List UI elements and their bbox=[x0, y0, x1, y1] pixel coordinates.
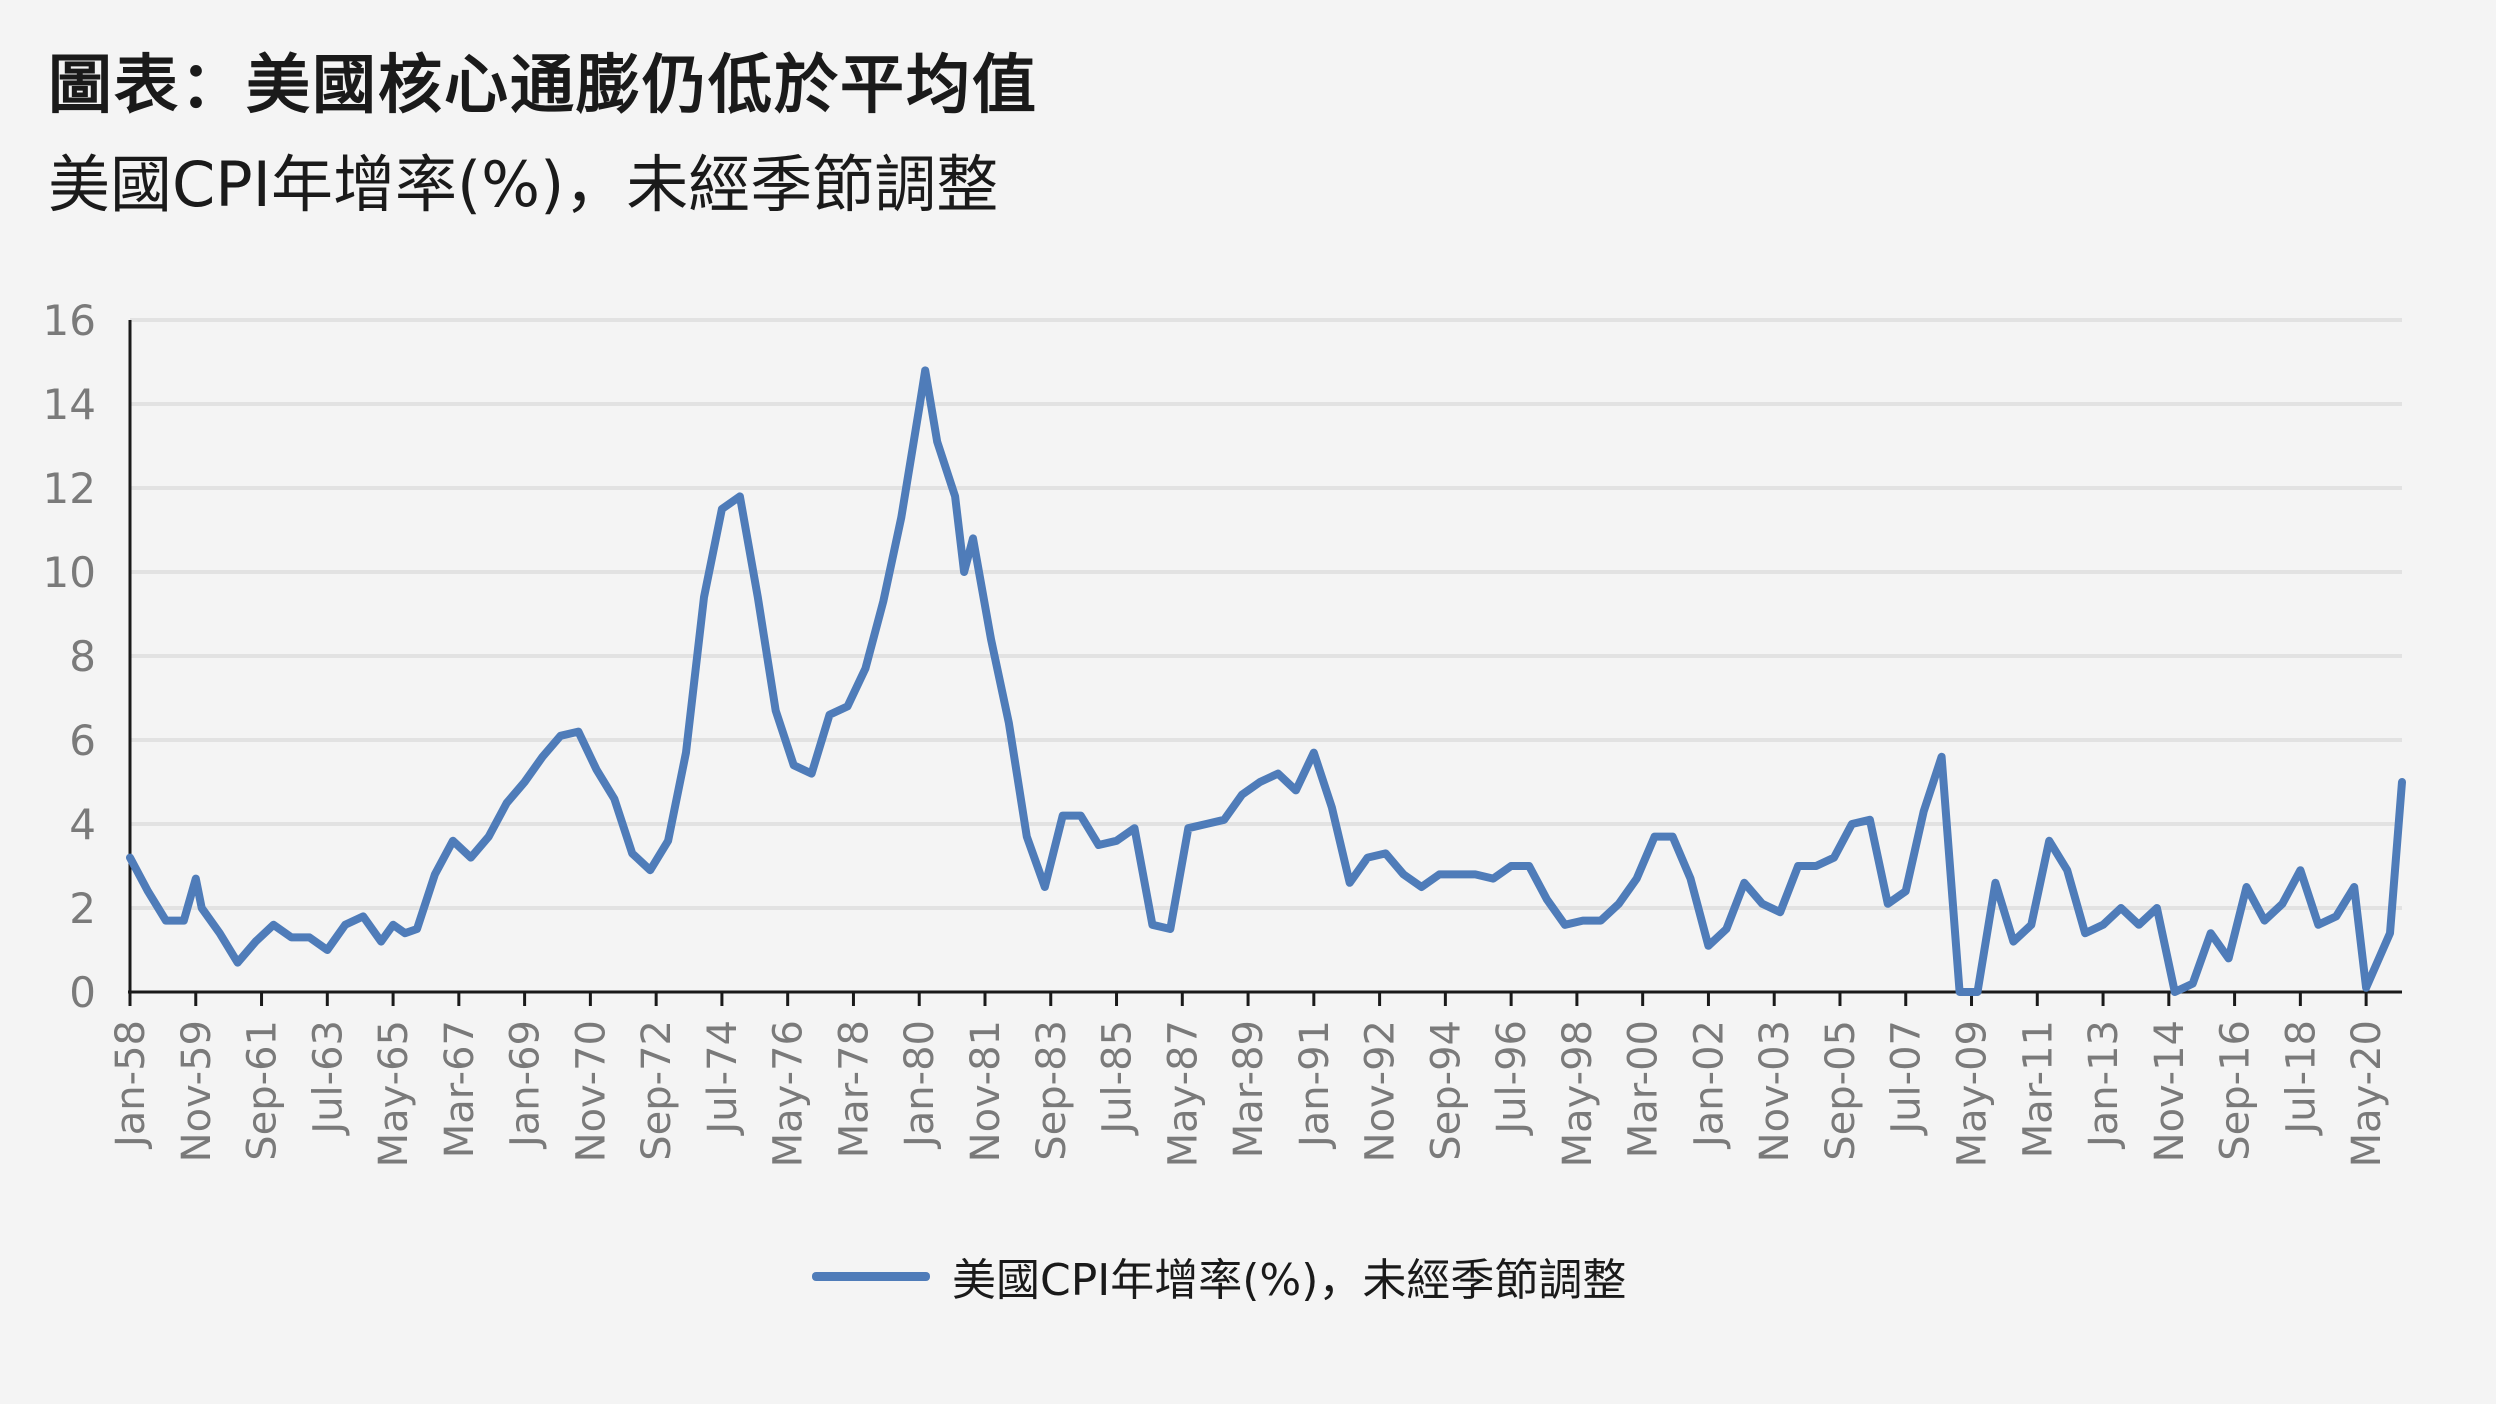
x-tick-label: Nov-03 bbox=[1752, 1020, 1798, 1162]
y-tick-label: 10 bbox=[43, 548, 96, 597]
x-tick-label: May-09 bbox=[1950, 1020, 1996, 1167]
series-layer bbox=[126, 366, 2406, 996]
x-tick-label: Nov-70 bbox=[568, 1020, 614, 1162]
y-tick-label: 8 bbox=[69, 632, 96, 681]
x-tick-label: Sep-16 bbox=[2213, 1020, 2259, 1161]
x-tick-label: Nov-14 bbox=[2147, 1020, 2193, 1162]
y-tick-label: 14 bbox=[43, 380, 96, 429]
y-tick-label: 4 bbox=[69, 800, 96, 849]
series-line-0 bbox=[126, 366, 2406, 996]
x-tick-label: Jul-63 bbox=[305, 1020, 351, 1137]
y-tick-label: 2 bbox=[69, 884, 96, 933]
axes bbox=[128, 320, 2402, 994]
x-tick-label: May-65 bbox=[371, 1020, 417, 1167]
x-tick-label: Nov-81 bbox=[963, 1020, 1009, 1162]
x-tick-label: May-20 bbox=[2344, 1020, 2390, 1167]
legend: 美國CPI年增率(%)，未經季節調整 bbox=[812, 1250, 1626, 1306]
x-tick-label: May-76 bbox=[766, 1020, 812, 1167]
x-tick-label: Sep-94 bbox=[1423, 1020, 1469, 1161]
x-tick-label: Nov-92 bbox=[1358, 1020, 1404, 1162]
chart-title: 圖表：美國核心通膨仍低於平均值 bbox=[48, 49, 1038, 123]
y-axis-ticks: 0 2 4 6 8 10 12 14 16 bbox=[43, 296, 96, 1017]
x-tick-label: Sep-61 bbox=[240, 1020, 286, 1161]
x-tick-label: Jan-80 bbox=[897, 1020, 943, 1150]
x-tick-label: Sep-05 bbox=[1818, 1020, 1864, 1161]
x-tick-label: Sep-72 bbox=[634, 1020, 680, 1161]
x-tick-label: Jul-85 bbox=[1095, 1020, 1141, 1137]
x-tick-label: Jul-18 bbox=[2278, 1020, 2324, 1137]
x-tick-label: May-87 bbox=[1160, 1020, 1206, 1167]
x-tick-label: Jul-07 bbox=[1884, 1020, 1930, 1137]
x-tick-label: Mar-78 bbox=[831, 1020, 877, 1158]
legend-label: 美國CPI年增率(%)，未經季節調整 bbox=[952, 1255, 1627, 1306]
x-tick-label: Mar-89 bbox=[1226, 1020, 1272, 1158]
gridlines bbox=[130, 318, 2402, 910]
x-tick-label: Jan-58 bbox=[108, 1020, 154, 1150]
legend-line-swatch bbox=[812, 1271, 930, 1281]
x-axis-ticks: Jan-58 Nov-59 Sep-61 Jul-63 May-65 Mar-67 Jan-… bbox=[108, 992, 2390, 1167]
y-tick-label: 0 bbox=[69, 968, 96, 1017]
x-tick-label: Mar-00 bbox=[1621, 1020, 1667, 1158]
x-tick-label: Mar-67 bbox=[437, 1020, 483, 1158]
x-tick-label: Jul-74 bbox=[700, 1020, 746, 1137]
x-tick-label: May-98 bbox=[1555, 1020, 1601, 1167]
y-tick-label: 16 bbox=[43, 296, 96, 345]
x-tick-label: Nov-59 bbox=[174, 1020, 220, 1162]
y-tick-label: 6 bbox=[69, 716, 96, 765]
y-tick-label: 12 bbox=[43, 464, 96, 513]
x-tick-label: Sep-83 bbox=[1029, 1020, 1075, 1161]
x-tick-label: Jul-96 bbox=[1489, 1020, 1535, 1137]
x-tick-label: Mar-11 bbox=[2015, 1020, 2061, 1158]
x-tick-label: Jan-69 bbox=[503, 1020, 549, 1150]
x-tick-label: Jan-13 bbox=[2081, 1020, 2127, 1150]
x-tick-label: Jan-91 bbox=[1292, 1020, 1338, 1150]
chart-subtitle: 美國CPI年增率(%)，未經季節調整 bbox=[48, 148, 999, 221]
x-tick-label: Jan-02 bbox=[1686, 1020, 1732, 1150]
